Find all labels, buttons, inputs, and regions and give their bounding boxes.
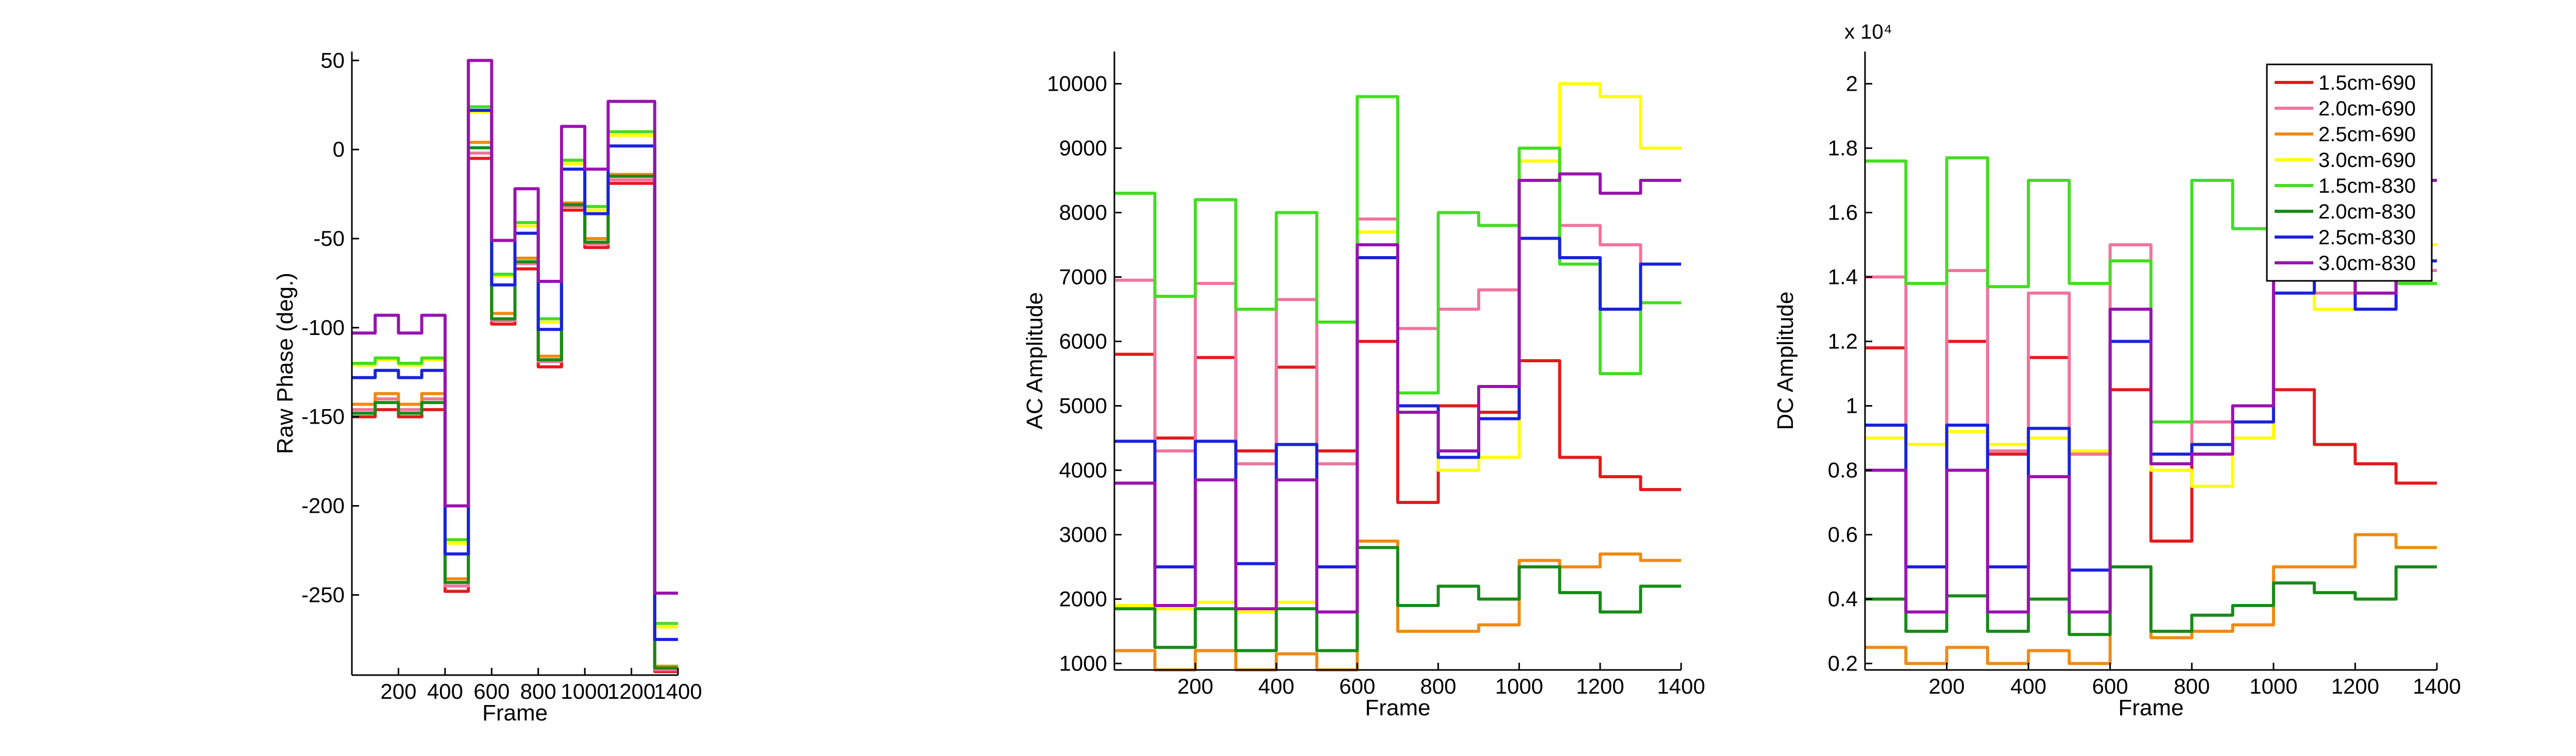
dc-amplitude-panel: 200 400 600 800 1000 1200 1400 2 1.8 1.6 1.4 1.2 1 0.… <box>1773 21 2461 720</box>
dc-amplitude-y-tick-label-9: 0.2 <box>1828 651 1858 676</box>
ac-amplitude-y-axis-label: AC Amplitude <box>1022 292 1047 430</box>
legend-label-3: 3.0cm-690 <box>2318 149 2416 172</box>
raw-phase-series-6 <box>352 109 678 641</box>
raw-phase-x-tick-label-3: 800 <box>520 679 556 703</box>
dc-amplitude-y-tick-label-0: 2 <box>1846 72 1858 96</box>
raw-phase-series-7 <box>352 59 678 595</box>
legend-label-6: 2.5cm-830 <box>2318 226 2416 249</box>
dc-amplitude-y-tick-label-2: 1.6 <box>1828 200 1858 225</box>
raw-phase-series-2 <box>352 141 678 668</box>
dc-amplitude-x-tick-label-1: 400 <box>2010 674 2046 698</box>
ac-amplitude-y-tick-label-0: 10000 <box>1047 72 1107 96</box>
ac-amplitude-series-7 <box>1114 172 1681 614</box>
dc-amplitude-y-tick-label-3: 1.4 <box>1828 265 1858 289</box>
ac-amplitude-panel: 200 400 600 800 1000 1200 1400 10000 9000 8000 700… <box>1022 52 1705 720</box>
ac-amplitude-x-tick-label-5: 1200 <box>1576 674 1624 698</box>
raw-phase-y-tick-label-2: -50 <box>313 226 345 250</box>
legend-box <box>2266 63 2433 282</box>
raw-phase-x-tick-label-2: 600 <box>473 679 510 703</box>
dc-amplitude-x-tick-label-0: 200 <box>1929 674 1965 698</box>
dc-amplitude-y-tick-label-8: 0.4 <box>1828 587 1858 611</box>
ac-amplitude-y-tick-label-5: 5000 <box>1059 394 1107 418</box>
raw-phase-y-tick-label-5: -200 <box>301 494 345 518</box>
legend: 1.5cm-690 2.0cm-690 2.5cm-690 3.0cm-690 1.5c… <box>2266 63 2433 282</box>
ac-amplitude-x-tick-label-3: 800 <box>1420 674 1456 698</box>
dc-amplitude-x-tick-label-5: 1200 <box>2331 674 2379 698</box>
legend-label-7: 3.0cm-830 <box>2318 252 2416 275</box>
dc-amplitude-y-tick-label-7: 0.6 <box>1828 523 1858 547</box>
raw-phase-y-tick-label-6: -250 <box>301 582 345 607</box>
raw-phase-x-tick-label-1: 400 <box>427 679 463 703</box>
ac-amplitude-x-tick-label-2: 600 <box>1339 674 1375 698</box>
raw-phase-x-tick-label-6: 1400 <box>654 679 702 703</box>
dc-amplitude-series-5 <box>1865 565 2437 636</box>
raw-phase-y-tick-label-3: -100 <box>301 315 345 340</box>
legend-label-0: 1.5cm-690 <box>2318 72 2416 94</box>
raw-phase-series-5 <box>352 146 678 670</box>
legend-label-2: 2.5cm-690 <box>2318 123 2416 146</box>
ac-amplitude-y-tick-label-6: 4000 <box>1059 458 1107 482</box>
ac-amplitude-y-tick-label-1: 9000 <box>1059 136 1107 160</box>
dc-amplitude-x-axis-label: Frame <box>2118 695 2183 720</box>
raw-phase-x-tick-label-4: 1000 <box>561 679 608 703</box>
raw-phase-y-tick-label-4: -150 <box>301 405 345 429</box>
raw-phase-series-0 <box>352 157 678 674</box>
raw-phase-series-3 <box>352 110 678 629</box>
ac-amplitude-x-axis-label: Frame <box>1365 695 1430 720</box>
ac-amplitude-series-2 <box>1114 540 1681 671</box>
dc-amplitude-x-tick-label-2: 600 <box>2092 674 2128 698</box>
ac-amplitude-y-tick-label-7: 3000 <box>1059 523 1107 547</box>
dc-amplitude-x-tick-label-6: 1400 <box>2413 674 2461 698</box>
legend-label-4: 1.5cm-830 <box>2318 175 2416 197</box>
dc-amplitude-x-tick-label-4: 1000 <box>2249 674 2297 698</box>
ac-amplitude-series-5 <box>1114 546 1681 652</box>
raw-phase-x-tick-label-0: 200 <box>380 679 416 703</box>
ac-amplitude-series-0 <box>1114 340 1681 504</box>
ac-amplitude-y-tick-label-3: 7000 <box>1059 265 1107 289</box>
dc-amplitude-y-tick-label-4: 1.2 <box>1828 329 1858 354</box>
raw-phase-x-axis-label: Frame <box>482 700 548 726</box>
dc-amplitude-y-tick-label-6: 0.8 <box>1828 458 1858 482</box>
raw-phase-series-1 <box>352 152 678 671</box>
dc-amplitude-exponent-label: x 10⁴ <box>1844 21 1892 43</box>
raw-phase-series-4 <box>352 105 678 625</box>
ac-amplitude-y-tick-label-8: 2000 <box>1059 587 1107 611</box>
ac-amplitude-x-tick-label-4: 1000 <box>1495 674 1543 698</box>
ac-amplitude-x-tick-label-0: 200 <box>1177 674 1213 698</box>
dc-amplitude-y-axis-label: DC Amplitude <box>1773 291 1798 430</box>
raw-phase-x-tick-label-5: 1200 <box>607 679 655 703</box>
dc-amplitude-x-tick-label-3: 800 <box>2174 674 2210 698</box>
raw-phase-y-axis-label: Raw Phase (deg.) <box>273 273 298 454</box>
ac-amplitude-x-tick-label-1: 400 <box>1258 674 1294 698</box>
legend-label-1: 2.0cm-690 <box>2318 97 2416 120</box>
dc-amplitude-y-tick-label-5: 1 <box>1846 394 1858 418</box>
legend-label-5: 2.0cm-830 <box>2318 200 2416 223</box>
ac-amplitude-y-tick-label-2: 8000 <box>1059 200 1107 225</box>
ac-amplitude-y-tick-label-4: 6000 <box>1059 329 1107 354</box>
raw-phase-y-tick-label-1: 0 <box>333 137 345 161</box>
ac-amplitude-y-tick-label-9: 1000 <box>1059 651 1107 676</box>
dc-amplitude-y-tick-label-1: 1.8 <box>1828 136 1858 160</box>
raw-phase-y-tick-label-0: 50 <box>320 48 345 72</box>
ac-amplitude-x-tick-label-6: 1400 <box>1657 674 1705 698</box>
